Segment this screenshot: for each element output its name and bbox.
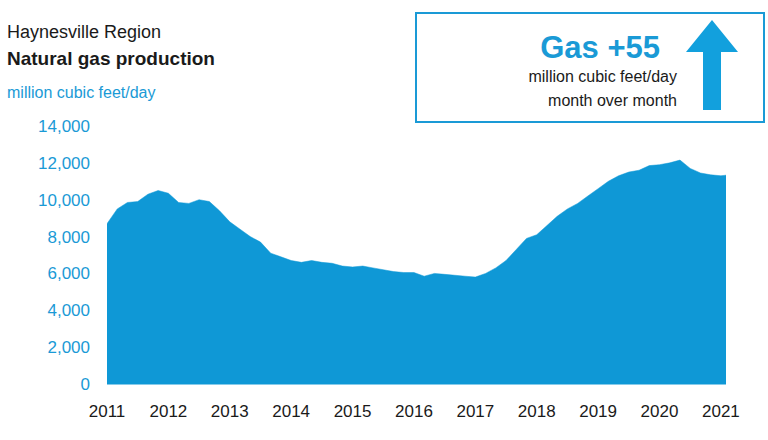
x-tick-label: 2012 — [149, 402, 187, 421]
y-tick-label: 4,000 — [47, 301, 90, 320]
y-axis-label: million cubic feet/day — [7, 84, 156, 101]
y-tick — [104, 236, 107, 237]
y-tick — [104, 384, 107, 385]
x-tick-label: 2014 — [272, 402, 310, 421]
annotation-period: month over month — [548, 92, 677, 109]
annotation-headline: Gas +55 — [540, 30, 660, 65]
y-tick-label: 12,000 — [38, 154, 90, 173]
y-tick — [104, 199, 107, 200]
y-tick-label: 14,000 — [38, 117, 90, 136]
plot-area — [107, 160, 726, 384]
x-tick-label: 2017 — [456, 402, 494, 421]
y-tick-label: 8,000 — [47, 228, 90, 247]
x-tick-label: 2011 — [89, 402, 126, 421]
x-tick-label: 2020 — [641, 402, 679, 421]
y-tick-label: 0 — [81, 375, 90, 394]
y-tick — [104, 347, 107, 348]
x-tick-label: 2021 — [702, 402, 740, 421]
chart: Haynesville Region Natural gas production… — [0, 0, 768, 440]
x-tick-label: 2018 — [518, 402, 556, 421]
y-tick — [104, 273, 107, 274]
up-arrow — [686, 20, 738, 110]
x-tick-label: 2019 — [579, 402, 617, 421]
x-tick-label: 2016 — [395, 402, 433, 421]
y-tick-label: 2,000 — [47, 338, 90, 357]
y-tick — [104, 310, 107, 311]
annotation-box — [416, 13, 764, 122]
y-tick — [104, 162, 107, 163]
title: Haynesville Region — [7, 22, 161, 42]
production-area — [107, 160, 726, 384]
y-tick-label: 6,000 — [47, 264, 90, 283]
y-tick — [104, 126, 107, 127]
y-tick-label: 10,000 — [38, 191, 90, 210]
subtitle: Natural gas production — [7, 48, 215, 69]
x-tick-label: 2013 — [211, 402, 249, 421]
x-axis-line — [107, 384, 726, 385]
annotation-unit: million cubic feet/day — [528, 68, 677, 85]
x-tick-label: 2015 — [334, 402, 372, 421]
